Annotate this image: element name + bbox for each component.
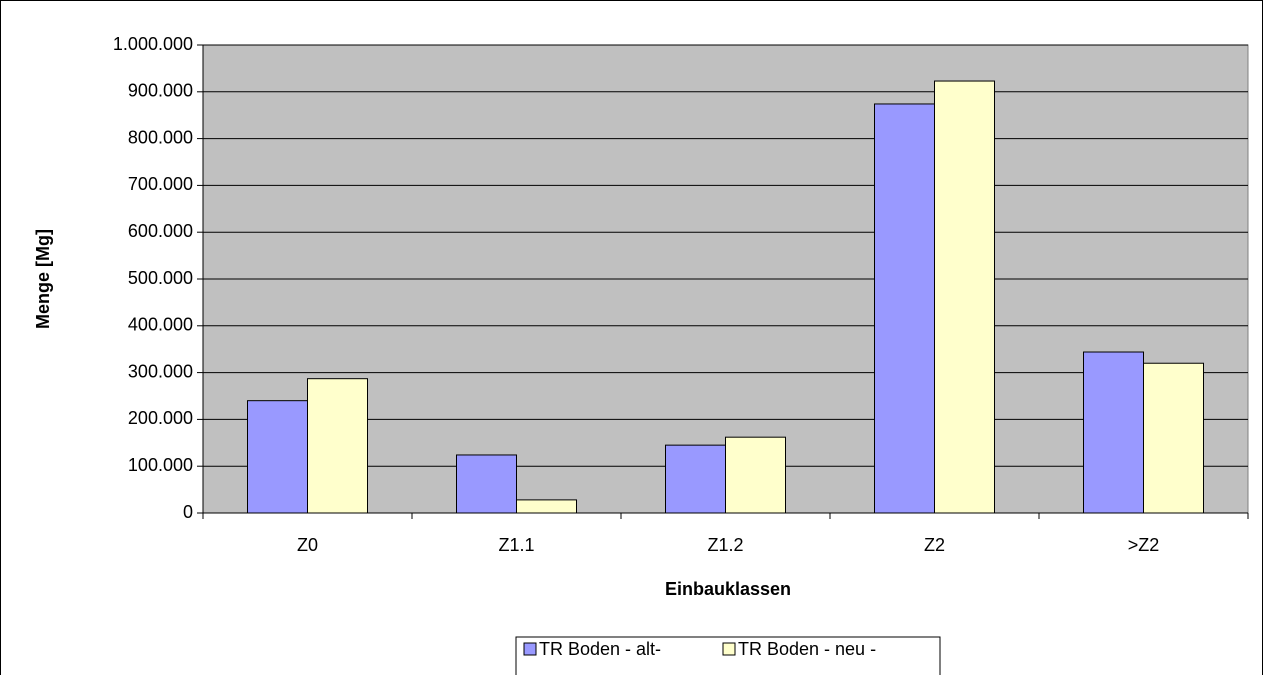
x-tick-label: Z0 — [297, 535, 318, 555]
y-tick-label: 300.000 — [128, 361, 193, 381]
y-tick-label: 400.000 — [128, 315, 193, 335]
x-tick-label: Z1.2 — [707, 535, 743, 555]
x-axis-title: Einbauklassen — [665, 579, 791, 599]
y-tick-label: 1.000.000 — [113, 34, 193, 54]
bar — [456, 454, 517, 514]
legend-label: TR Boden - alt- — [539, 639, 661, 659]
y-tick-label: 900.000 — [128, 81, 193, 101]
x-tick-label: Z2 — [924, 535, 945, 555]
bar — [665, 444, 726, 514]
y-tick-label: 0 — [183, 502, 193, 522]
bar — [516, 499, 577, 514]
bar — [874, 103, 935, 514]
y-tick-label: 500.000 — [128, 268, 193, 288]
legend-swatch — [722, 642, 736, 656]
y-tick-label: 700.000 — [128, 174, 193, 194]
legend-label: TR Boden - neu - — [738, 639, 876, 659]
bar — [1143, 362, 1204, 514]
bar — [307, 378, 368, 514]
y-tick-label: 200.000 — [128, 408, 193, 428]
y-tick-label: 800.000 — [128, 127, 193, 147]
x-tick-label: Z1.1 — [498, 535, 534, 555]
bar — [247, 400, 308, 514]
y-tick-label: 100.000 — [128, 455, 193, 475]
y-tick-label: 600.000 — [128, 221, 193, 241]
x-tick-label: >Z2 — [1128, 535, 1160, 555]
bar — [1083, 351, 1144, 514]
bar — [934, 80, 995, 514]
legend-swatch — [523, 642, 537, 656]
y-axis-title: Menge [Mg] — [33, 229, 53, 329]
bar — [725, 436, 786, 514]
